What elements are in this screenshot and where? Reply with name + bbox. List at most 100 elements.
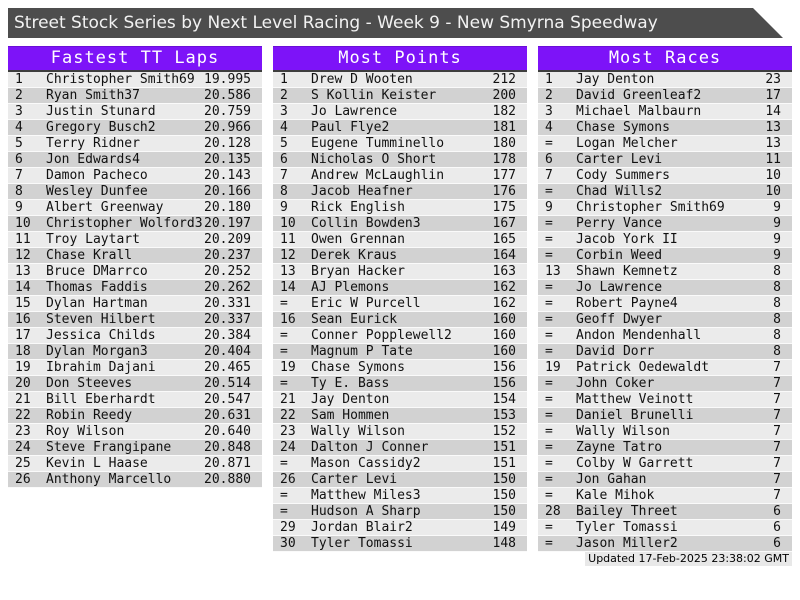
table-row: 22 Robin Reedy 20.631 bbox=[8, 408, 262, 424]
driver-name: Colby W Garrett bbox=[576, 456, 694, 471]
rank-cell: 9 bbox=[280, 200, 288, 215]
rank-cell: 26 bbox=[280, 472, 296, 487]
value-cell: 7 bbox=[773, 360, 781, 375]
value-cell: 20.586 bbox=[204, 88, 251, 103]
driver-name: Kevin L Haase bbox=[46, 456, 148, 471]
table-row: 5 Terry Ridner 20.128 bbox=[8, 136, 262, 152]
rank-cell: 4 bbox=[280, 120, 288, 135]
table-row: 9 Christopher Smith69 9 bbox=[538, 200, 792, 216]
table-row: 26 Anthony Marcello 20.880 bbox=[8, 472, 262, 488]
value-cell: 23 bbox=[765, 72, 781, 87]
board-rows-fastest-tt-laps: 1 Christopher Smith69 19.995 2 Ryan Smith37 2… bbox=[8, 72, 262, 488]
driver-name: Drew D Wooten bbox=[311, 72, 413, 87]
value-cell: 8 bbox=[773, 280, 781, 295]
table-row: = Jacob York II 9 bbox=[538, 232, 792, 248]
table-row: = Geoff Dwyer 8 bbox=[538, 312, 792, 328]
table-row: 10 Collin Bowden3 167 bbox=[273, 216, 527, 232]
value-cell: 149 bbox=[492, 520, 516, 535]
table-row: 2 Ryan Smith37 20.586 bbox=[8, 88, 262, 104]
driver-name: Carter Levi bbox=[311, 472, 398, 487]
value-cell: 156 bbox=[492, 376, 516, 391]
value-cell: 10 bbox=[765, 184, 781, 199]
driver-name: Dalton J Conner bbox=[311, 440, 429, 455]
rank-cell: = bbox=[545, 392, 553, 407]
value-cell: 152 bbox=[492, 424, 516, 439]
value-cell: 8 bbox=[773, 344, 781, 359]
rank-cell: 19 bbox=[545, 360, 561, 375]
driver-name: Jon Edwards4 bbox=[46, 152, 140, 167]
rank-cell: 4 bbox=[15, 120, 23, 135]
driver-name: Ryan Smith37 bbox=[46, 88, 140, 103]
value-cell: 13 bbox=[765, 120, 781, 135]
table-row: 5 Eugene Tumminello 180 bbox=[273, 136, 527, 152]
rank-cell: 4 bbox=[545, 120, 553, 135]
driver-name: Jacob York II bbox=[576, 232, 678, 247]
value-cell: 20.465 bbox=[204, 360, 251, 375]
driver-name: Don Steeves bbox=[46, 376, 133, 391]
value-cell: 20.514 bbox=[204, 376, 251, 391]
rank-cell: 2 bbox=[15, 88, 23, 103]
table-row: 8 Jacob Heafner 176 bbox=[273, 184, 527, 200]
driver-name: Albert Greenway bbox=[46, 200, 164, 215]
table-row: 26 Carter Levi 150 bbox=[273, 472, 527, 488]
table-row: 29 Jordan Blair2 149 bbox=[273, 520, 527, 536]
value-cell: 20.135 bbox=[204, 152, 251, 167]
table-row: 19 Chase Symons 156 bbox=[273, 360, 527, 376]
driver-name: Eric W Purcell bbox=[311, 296, 421, 311]
rank-cell: 25 bbox=[15, 456, 31, 471]
rank-cell: 14 bbox=[15, 280, 31, 295]
value-cell: 156 bbox=[492, 360, 516, 375]
rank-cell: 10 bbox=[15, 216, 31, 231]
table-row: 11 Owen Grennan 165 bbox=[273, 232, 527, 248]
rank-cell: 5 bbox=[15, 136, 23, 151]
rank-cell: = bbox=[545, 232, 553, 247]
driver-name: David Dorr bbox=[576, 344, 655, 359]
table-row: 13 Bruce DMarrco 20.252 bbox=[8, 264, 262, 280]
table-row: 16 Sean Eurick 160 bbox=[273, 312, 527, 328]
driver-name: Shawn Kemnetz bbox=[576, 264, 678, 279]
updated-timestamp: Updated 17-Feb-2025 23:38:02 GMT bbox=[585, 552, 792, 566]
driver-name: Paul Flye2 bbox=[311, 120, 390, 135]
driver-name: Jay Denton bbox=[311, 392, 390, 407]
driver-name: Corbin Weed bbox=[576, 248, 663, 263]
table-row: 1 Christopher Smith69 19.995 bbox=[8, 72, 262, 88]
driver-name: John Coker bbox=[576, 376, 655, 391]
driver-name: Roy Wilson bbox=[46, 424, 125, 439]
value-cell: 20.848 bbox=[204, 440, 251, 455]
rank-cell: = bbox=[545, 440, 553, 455]
rank-cell: 2 bbox=[545, 88, 553, 103]
value-cell: 160 bbox=[492, 344, 516, 359]
table-row: 7 Damon Pacheco 20.143 bbox=[8, 168, 262, 184]
table-row: 19 Patrick Oedewaldt 7 bbox=[538, 360, 792, 376]
value-cell: 20.640 bbox=[204, 424, 251, 439]
driver-name: Christopher Smith69 bbox=[46, 72, 195, 87]
driver-name: Steven Hilbert bbox=[46, 312, 156, 327]
value-cell: 151 bbox=[492, 456, 516, 471]
table-row: = Mason Cassidy2 151 bbox=[273, 456, 527, 472]
table-row: = Chad Wills2 10 bbox=[538, 184, 792, 200]
table-row: = Andon Mendenhall 8 bbox=[538, 328, 792, 344]
rank-cell: = bbox=[545, 408, 553, 423]
table-row: = Conner Popplewell2 160 bbox=[273, 328, 527, 344]
driver-name: Gregory Busch2 bbox=[46, 120, 156, 135]
rank-cell: 14 bbox=[280, 280, 296, 295]
value-cell: 150 bbox=[492, 472, 516, 487]
table-row: = John Coker 7 bbox=[538, 376, 792, 392]
value-cell: 20.880 bbox=[204, 472, 251, 487]
driver-name: Mason Cassidy2 bbox=[311, 456, 421, 471]
driver-name: Collin Bowden3 bbox=[311, 216, 421, 231]
board-rows-most-points: 1 Drew D Wooten 212 2 S Kollin Keister 200 3 Jo… bbox=[273, 72, 527, 552]
value-cell: 20.384 bbox=[204, 328, 251, 343]
table-row: = Kale Mihok 7 bbox=[538, 488, 792, 504]
driver-name: Sam Hommen bbox=[311, 408, 390, 423]
table-row: 14 AJ Plemons 162 bbox=[273, 280, 527, 296]
rank-cell: 11 bbox=[15, 232, 31, 247]
rank-cell: = bbox=[545, 424, 553, 439]
table-row: = Jon Gahan 7 bbox=[538, 472, 792, 488]
rank-cell: 30 bbox=[280, 536, 296, 551]
rank-cell: 13 bbox=[545, 264, 561, 279]
value-cell: 160 bbox=[492, 312, 516, 327]
table-row: 13 Bryan Hacker 163 bbox=[273, 264, 527, 280]
value-cell: 148 bbox=[492, 536, 516, 551]
driver-name: Cody Summers bbox=[576, 168, 670, 183]
